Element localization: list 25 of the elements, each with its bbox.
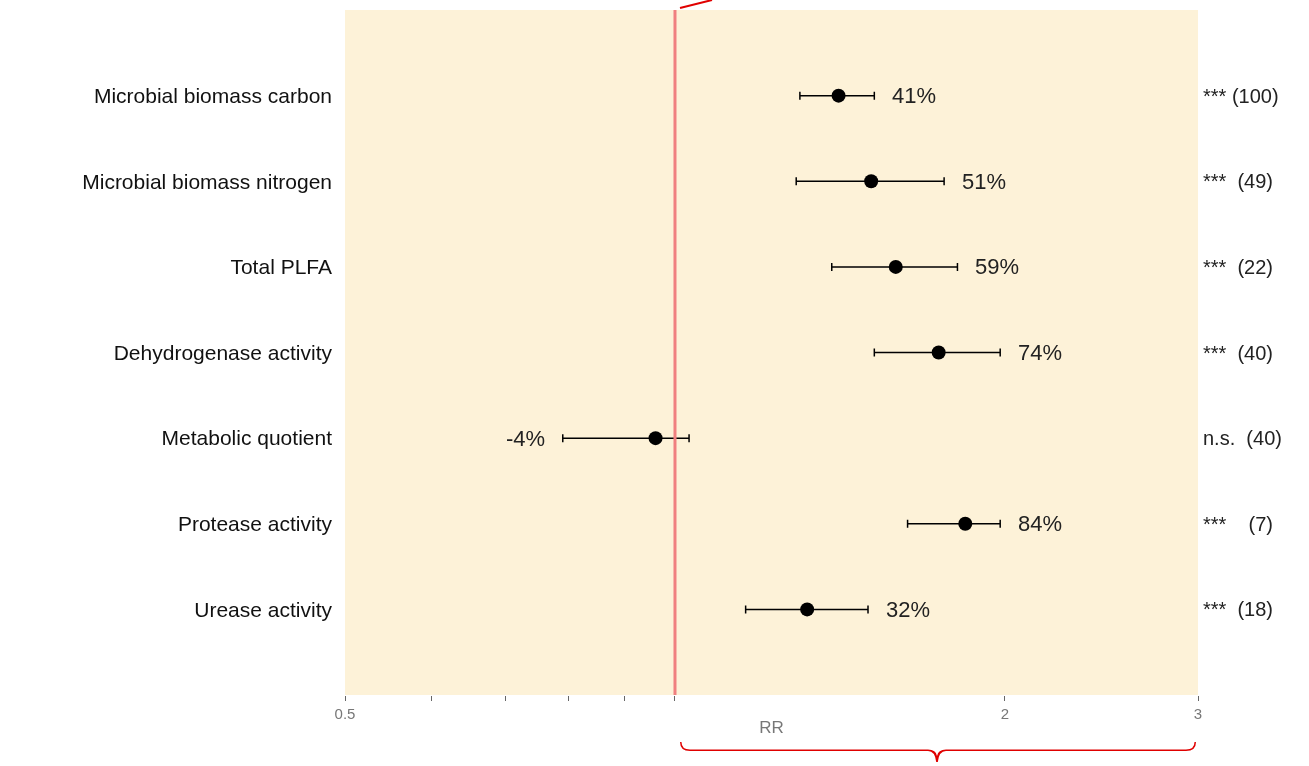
y-tick-label: Microbial biomass nitrogen (82, 169, 332, 193)
annotation: 84% (1018, 511, 1063, 536)
text: *** (100) (1203, 85, 1279, 107)
annotation: 74% (1018, 340, 1063, 365)
annotation: 59% (975, 254, 1020, 279)
text: *** (49) (1203, 170, 1274, 192)
annotation: 51% (962, 169, 1007, 194)
y-tick-label: Metabolic quotient (161, 426, 333, 450)
x-tick-label: 2 (1000, 705, 1010, 722)
x-tick-label: 0.5 (334, 705, 356, 722)
annotation: -4% (506, 426, 546, 451)
y-tick-label: Total PLFA (230, 255, 332, 279)
y-tick-label: Microbial biomass carbon (93, 83, 332, 107)
text: *** (22) (1203, 256, 1274, 278)
text: *** (40) (1203, 342, 1274, 364)
y-tick-label: Urease activity (194, 597, 333, 621)
annotation: 41% (892, 83, 937, 108)
annotation: 32% (886, 597, 931, 622)
x-tick-label: 3 (1193, 705, 1203, 722)
y-tick-label: Protease activity (177, 512, 333, 536)
text: *** (18) (1203, 598, 1274, 620)
text: *** (7) (1203, 513, 1274, 535)
x-axis-title: RR (759, 718, 784, 738)
text: n.s. (40) (1203, 427, 1282, 449)
y-tick-label: Dehydrogenase activity (113, 340, 333, 364)
